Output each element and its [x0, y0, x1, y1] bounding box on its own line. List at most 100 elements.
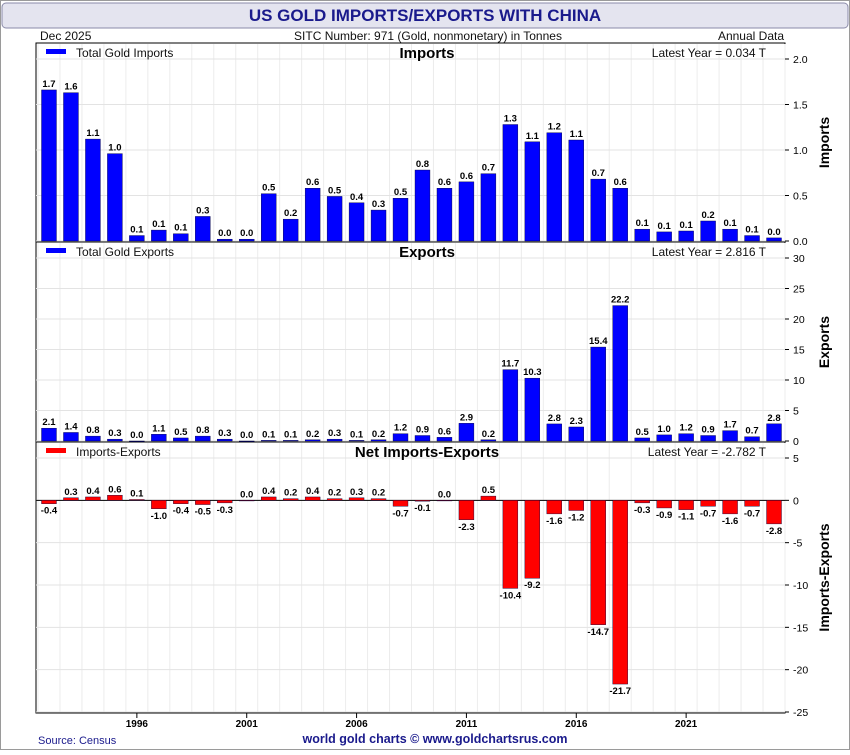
- data-label-2011: -2.3: [458, 522, 474, 533]
- bar-2002: [261, 496, 277, 501]
- y-tick-label: 2.0: [793, 54, 808, 66]
- data-label-1993: 0.3: [64, 487, 77, 498]
- bar-2009: [414, 435, 431, 442]
- panel-title: Exports: [399, 244, 455, 261]
- data-label-2013: 11.7: [501, 359, 519, 370]
- bar-2025: [766, 423, 782, 442]
- x-tick-label-2006: 2006: [345, 719, 368, 730]
- bar-2020: [656, 434, 672, 442]
- legend-label: Total Gold Imports: [76, 46, 173, 60]
- data-label-1994: 0.8: [86, 425, 99, 436]
- data-label-2024: 0.7: [745, 426, 758, 437]
- data-label-2007: 0.2: [372, 488, 385, 499]
- bar-2025: [766, 500, 782, 525]
- data-label-2010: 0.6: [438, 426, 451, 437]
- data-label-2014: -9.2: [524, 580, 540, 591]
- data-label-2004: 0.2: [306, 429, 319, 440]
- y-axis-title: Imports-Exports: [816, 523, 832, 631]
- data-label-2022: 0.2: [701, 210, 714, 221]
- data-label-2009: 0.9: [416, 425, 429, 436]
- bar-1998: [173, 233, 189, 242]
- bar-2019: [634, 228, 650, 242]
- data-label-2010: 0.0: [438, 489, 451, 500]
- bar-2007: [370, 498, 387, 501]
- y-axis-title: Imports: [816, 117, 832, 169]
- bar-2020: [656, 500, 672, 509]
- bar-2014: [524, 141, 541, 242]
- data-label-2010: 0.6: [438, 177, 451, 188]
- legend-swatch: [46, 448, 66, 453]
- data-label-1999: -0.5: [195, 507, 212, 518]
- bar-2015: [546, 500, 562, 515]
- y-tick-label: 0: [793, 436, 799, 448]
- bar-1999: [195, 500, 211, 505]
- bar-2023: [722, 430, 738, 442]
- frequency-label: Annual Data: [718, 29, 784, 43]
- bar-2025: [766, 237, 782, 242]
- bar-2015: [546, 132, 562, 242]
- data-label-1994: 1.1: [86, 128, 100, 139]
- y-tick-label: 0.5: [793, 191, 808, 203]
- y-tick-label: 5: [793, 406, 799, 418]
- data-label-2022: 0.9: [701, 425, 714, 436]
- bar-2017: [590, 500, 606, 625]
- panel-net-imports-exports: -25 -20 -15 -10 -5 0 5 -0.4 0.3 0.4 0.6 0.1 -1.0 -0.4…: [36, 441, 832, 719]
- data-label-1998: 0.1: [174, 223, 188, 234]
- data-label-2002: 0.5: [262, 183, 276, 194]
- data-label-2005: 0.3: [328, 428, 341, 439]
- bar-2018: [612, 305, 628, 442]
- data-label-2023: 1.7: [723, 420, 736, 431]
- bar-2010: [436, 188, 453, 242]
- data-label-2001: 0.0: [240, 430, 253, 441]
- x-tick-label-2021: 2021: [675, 719, 698, 730]
- data-label-2000: -0.3: [217, 505, 233, 516]
- bar-1994: [85, 435, 101, 442]
- report-date: Dec 2025: [40, 29, 92, 43]
- data-label-2024: 0.1: [745, 225, 759, 236]
- y-tick-label: 20: [793, 314, 805, 326]
- bar-2022: [700, 500, 716, 507]
- data-label-1997: 0.1: [152, 219, 166, 230]
- bar-2003: [282, 440, 299, 442]
- y-tick-label: 30: [793, 253, 805, 265]
- source-label: Source: Census: [38, 735, 117, 747]
- chart-title: US GOLD IMPORTS/EXPORTS WITH CHINA: [249, 6, 601, 25]
- bar-1995: [107, 438, 123, 442]
- legend-swatch: [46, 49, 66, 54]
- data-label-2006: 0.4: [350, 192, 364, 203]
- x-axis: 1996 2001 2006 2011 2016 2021: [126, 713, 698, 730]
- data-label-2008: -0.7: [392, 508, 408, 519]
- bar-2006: [348, 440, 365, 442]
- latest-year-label: Latest Year = 0.034 T: [652, 46, 767, 60]
- data-label-1998: 0.5: [174, 427, 188, 438]
- y-tick-label: -20: [793, 665, 808, 677]
- bar-1997: [151, 500, 167, 510]
- data-label-2012: 0.2: [482, 429, 495, 440]
- bar-2004: [304, 439, 321, 442]
- panel-exports: 0 5 10 15 20 25 30 2.1 1.4 0.8 0.3 0.0 1.1 0.5 0.8 0.3 0…: [36, 241, 832, 448]
- bar-2024: [744, 235, 760, 242]
- bar-2010: [436, 437, 453, 442]
- bar-1993: [63, 432, 79, 442]
- y-tick-label: -25: [793, 707, 808, 719]
- data-label-1996: 0.0: [130, 430, 143, 441]
- data-label-2025: 0.0: [767, 227, 780, 238]
- data-label-2024: -0.7: [744, 508, 760, 519]
- data-label-2001: 0.0: [240, 228, 253, 239]
- y-tick-label: 1.5: [793, 100, 808, 112]
- legend-swatch: [46, 248, 66, 253]
- data-label-2003: 0.2: [284, 208, 297, 219]
- data-label-1996: 0.1: [130, 488, 144, 499]
- bar-1992: [41, 500, 57, 504]
- bar-2016: [568, 139, 584, 242]
- data-label-2020: 1.0: [658, 424, 671, 435]
- bar-1996: [129, 499, 145, 501]
- chart-panels: 0.00.51.01.52.01.7 1.61.11.00.1 0.1 0.10.30…: [36, 44, 832, 719]
- data-label-1997: 1.1: [152, 423, 166, 434]
- data-label-1998: -0.4: [173, 506, 190, 517]
- data-label-2018: -21.7: [609, 686, 631, 697]
- bar-2001: [239, 500, 255, 502]
- bar-2013: [502, 500, 519, 589]
